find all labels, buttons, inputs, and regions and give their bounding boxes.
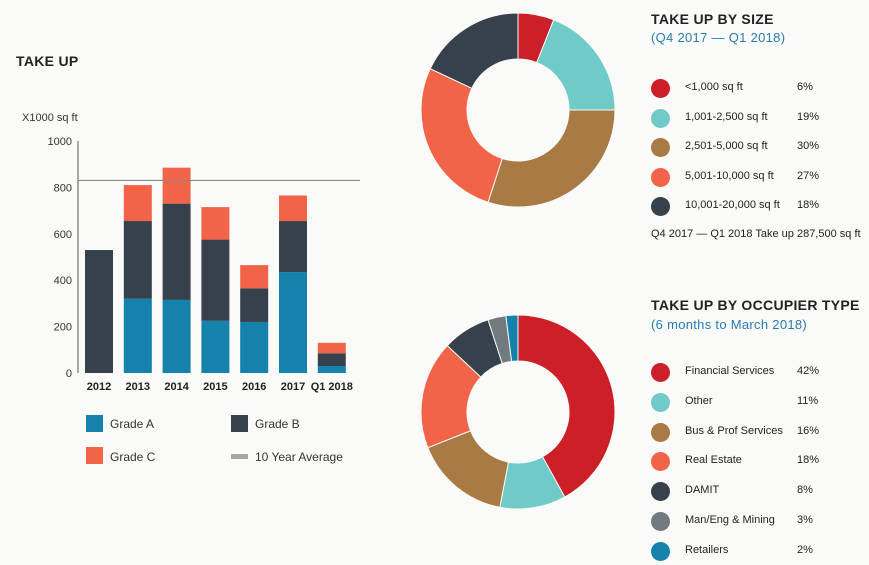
size-donut-chart — [420, 12, 616, 208]
size-legend-percent: 19% — [797, 110, 820, 123]
size-legend-label: 2,501-5,000 sq ft — [685, 140, 768, 152]
takeup-unit-label: X1000 sq ft — [22, 112, 78, 124]
x-tick-label: 2017 — [281, 381, 305, 393]
occupier-legend-dot — [651, 452, 670, 472]
size-legend-label: <1,000 sq ft — [685, 81, 743, 93]
y-tick-label: 200 — [54, 322, 72, 334]
occupier-legend-dot — [651, 482, 670, 502]
x-tick-label: 2012 — [87, 381, 111, 393]
donut-slice — [487, 109, 616, 208]
occupier-legend-label: DAMIT — [685, 484, 720, 497]
occupier-legend-percent: 42% — [797, 365, 820, 377]
legend-grade-a-label: Grade A — [110, 417, 155, 431]
x-tick-label: 2016 — [242, 381, 266, 393]
size-legend-dot — [651, 197, 670, 216]
size-legend-percent: 30% — [797, 140, 820, 152]
takeup-title: TAKE UP — [16, 53, 79, 69]
size-subtitle: (Q4 2017 — Q1 2018) — [651, 30, 786, 45]
size-legend-percent: 6% — [797, 81, 813, 93]
occupier-legend-label: Bus & Prof Services — [685, 424, 783, 437]
occupier-legend-dot — [651, 541, 670, 561]
y-tick-label: 1000 — [48, 136, 72, 148]
occupier-legend-percent: 18% — [797, 454, 820, 467]
occupier-legend-dot — [651, 512, 670, 531]
donut-slice — [420, 68, 503, 203]
bar-grade-b — [201, 239, 230, 321]
donut-slice — [505, 314, 519, 362]
donut-slice — [517, 314, 616, 498]
donut-slice — [429, 12, 519, 89]
occupier-legend-label: Real Estate — [685, 454, 742, 467]
occupier-legend-dot — [651, 392, 670, 412]
legend-avg-label: 10 Year Average — [255, 450, 343, 464]
bar-grade-c — [317, 342, 346, 354]
occupier-legend-percent: 16% — [797, 424, 820, 437]
size-legend-dot — [651, 79, 670, 98]
y-tick-label: 800 — [54, 182, 72, 194]
x-tick-label: 2015 — [203, 381, 227, 393]
bar-grade-b — [317, 353, 346, 367]
occupier-legend-percent: 3% — [797, 514, 813, 526]
size-total-note: Q4 2017 — Q1 2018 Take up 287,500 sq ft — [651, 228, 861, 240]
bar-grade-c — [162, 167, 191, 204]
occupier-legend-percent: 2% — [797, 543, 813, 556]
x-tick-label: 2014 — [164, 381, 189, 393]
occupier-legend-dot — [651, 422, 670, 442]
size-legend-dot — [651, 138, 670, 157]
legend-grade-a-swatch — [86, 415, 103, 432]
legend-grade-b-swatch — [231, 415, 248, 432]
bar-grade-a — [240, 321, 269, 373]
x-tick-label: Q1 2018 — [311, 381, 353, 393]
takeup-bar-chart: 0 200 400 600 800 1000 2012 2013 2014 2015 2016 201… — [48, 136, 360, 393]
size-legend-percent: 27% — [797, 169, 820, 182]
bar-grade-c — [123, 185, 152, 222]
bar-grade-c — [240, 265, 269, 289]
occupier-legend-label: Man/Eng & Mining — [685, 514, 775, 526]
occupier-legend-label: Other — [685, 394, 713, 407]
occupier-legend-percent: 8% — [797, 484, 813, 497]
occupier-legend-percent: 11% — [797, 394, 819, 407]
size-legend-percent: 18% — [797, 199, 820, 211]
bar-grade-b — [123, 221, 152, 299]
legend-avg-swatch — [231, 454, 248, 459]
bar-grade-a — [123, 298, 152, 373]
bar-grade-b — [162, 203, 191, 300]
bar-grade-b — [279, 221, 307, 273]
y-tick-label: 400 — [54, 275, 72, 287]
bar-grade-a — [279, 272, 307, 373]
size-legend-label: 10,001-20,000 sq ft — [685, 199, 780, 211]
occupier-legend-label: Financial Services — [685, 365, 775, 377]
donut-slice — [536, 19, 616, 111]
occupier-donut-chart — [420, 314, 616, 510]
x-tick-label: 2013 — [126, 381, 150, 393]
size-title: TAKE UP BY SIZE — [651, 11, 774, 27]
bar-grade-c — [279, 195, 307, 222]
y-tick-label: 0 — [66, 368, 72, 380]
legend-grade-c-label: Grade C — [110, 450, 156, 464]
legend-grade-c-swatch — [86, 447, 103, 464]
y-tick-label: 600 — [54, 229, 72, 241]
legend-grade-b-label: Grade B — [255, 417, 300, 431]
bar-grade-a — [201, 320, 230, 373]
size-legend-dot — [651, 108, 670, 128]
bar-grade-b — [85, 250, 113, 373]
size-legend-label: 1,001-2,500 sq ft — [685, 110, 768, 123]
occupier-legend-dot — [651, 363, 670, 382]
size-legend-dot — [651, 167, 670, 187]
occupier-legend-label: Retailers — [685, 543, 729, 556]
size-legend-label: 5,001-10,000 sq ft — [685, 169, 774, 182]
bar-grade-c — [201, 207, 230, 240]
occupier-title: TAKE UP BY OCCUPIER TYPE — [651, 297, 860, 313]
bar-grade-a — [317, 366, 346, 373]
bar-grade-a — [162, 299, 191, 373]
occupier-subtitle: (6 months to March 2018) — [651, 317, 808, 332]
bar-grade-b — [240, 288, 269, 322]
